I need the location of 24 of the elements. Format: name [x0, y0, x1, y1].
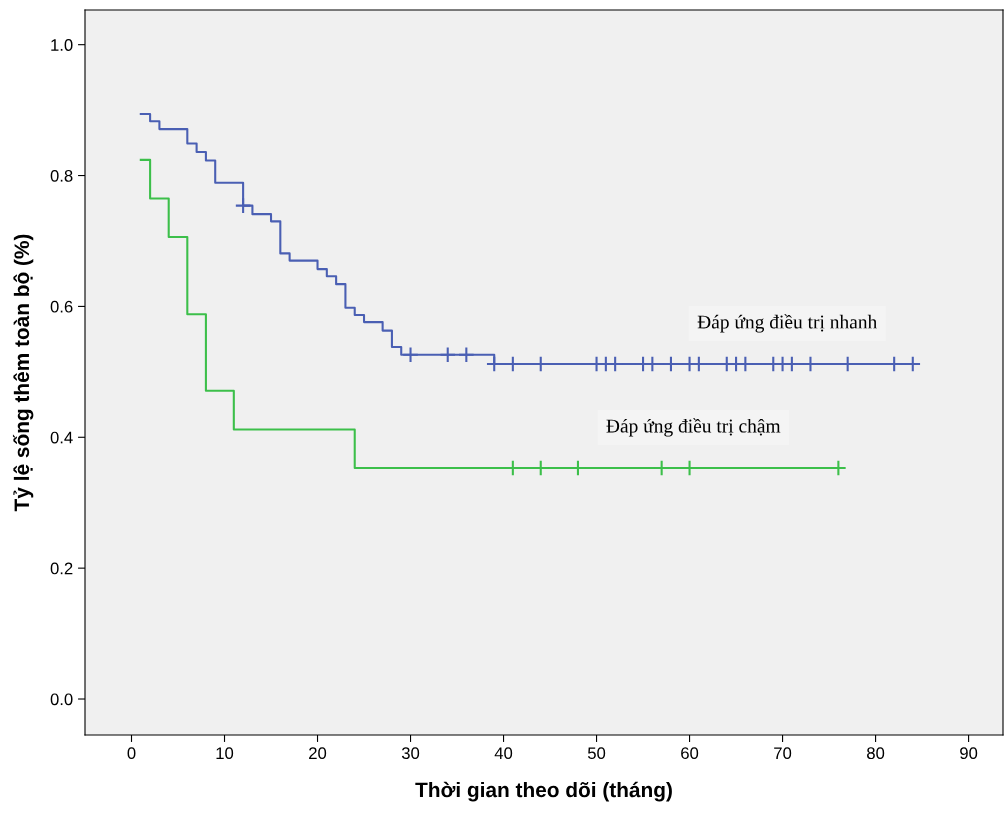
- series-label: Đáp ứng điều trị chậm: [606, 418, 781, 437]
- y-tick-label: 0.8: [50, 169, 73, 182]
- y-tick-label: 0.6: [50, 300, 73, 313]
- x-tick-label: 10: [216, 747, 234, 760]
- point: [234, 197, 252, 214]
- point: [458, 346, 475, 364]
- y-axis-title: Tỷ lệ sống thêm toàn bộ (%): [12, 234, 34, 512]
- x-tick-label: 60: [681, 747, 699, 760]
- series-label: Đáp ứng điều trị nhanh: [697, 314, 878, 333]
- x-tick-label: 30: [401, 747, 420, 760]
- y-tick-label: 0.4: [50, 431, 73, 444]
- y-tick-label: 0.2: [50, 562, 73, 575]
- x-tick-label: 80: [867, 747, 885, 760]
- x-tick-label: 40: [494, 747, 513, 760]
- x-tick-label: 70: [774, 747, 792, 760]
- x-axis-title: Thời gian theo dõi (tháng): [415, 781, 672, 802]
- x-tick-label: 20: [309, 747, 327, 760]
- y-tick-label: 1.0: [51, 39, 73, 51]
- y-tick-label: 0.0: [50, 693, 73, 706]
- point: [402, 346, 419, 364]
- point: [439, 346, 457, 364]
- x-tick-label: 50: [587, 747, 606, 760]
- x-tick-label: 0: [127, 747, 136, 760]
- x-tick-label: 90: [960, 747, 978, 760]
